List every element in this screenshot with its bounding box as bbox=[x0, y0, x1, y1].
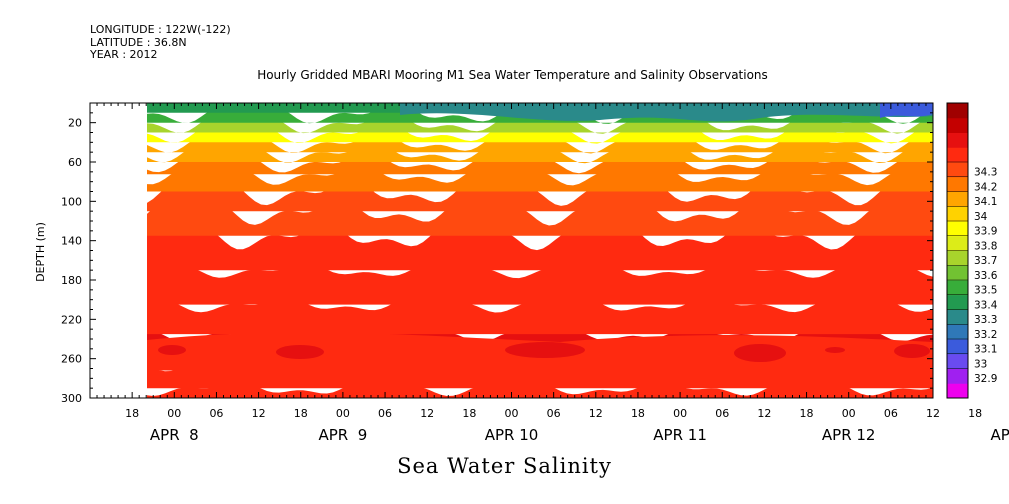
y-tick-label: 60 bbox=[68, 156, 82, 169]
salinity-band bbox=[147, 131, 933, 154]
colorbar-swatch bbox=[947, 280, 968, 296]
salinity-max-patch bbox=[276, 345, 324, 359]
x-hour-label: 18 bbox=[968, 407, 982, 420]
x-hour-label: 18 bbox=[294, 407, 308, 420]
colorbar-swatch bbox=[947, 250, 968, 266]
colorbar-label: 32.9 bbox=[974, 373, 997, 385]
colorbar-swatch bbox=[947, 339, 968, 355]
colorbar-label: 33.6 bbox=[974, 270, 998, 282]
x-hour-label: 00 bbox=[505, 407, 519, 420]
colorbar-swatch bbox=[947, 221, 968, 237]
colorbar-swatch bbox=[947, 383, 968, 399]
x-hour-label: 12 bbox=[926, 407, 940, 420]
salinity-band bbox=[147, 262, 933, 305]
salinity-band bbox=[147, 121, 933, 144]
x-hour-label: 06 bbox=[547, 407, 561, 420]
x-hour-label: 06 bbox=[378, 407, 392, 420]
chart-title: Hourly Gridded MBARI Mooring M1 Sea Wate… bbox=[257, 68, 768, 82]
colorbar-swatch bbox=[947, 368, 968, 384]
x-axis: 18 00 06 12 18 00 06 12 18 00 06 12 18 00 06 12 18 00 06 12… bbox=[89, 103, 1009, 444]
x-day-label: APR 10 bbox=[485, 426, 539, 444]
colorbar-swatch bbox=[947, 103, 968, 119]
y-tick-label: 100 bbox=[61, 195, 82, 208]
y-axis: 20 60 100 140 180 220 260 300 bbox=[61, 102, 933, 405]
freshest-surface-patch bbox=[880, 103, 933, 118]
colorbar-swatch bbox=[947, 309, 968, 325]
colorbar-swatch bbox=[947, 235, 968, 251]
colorbar-label: 33 bbox=[974, 358, 987, 370]
chart-subtitle: Sea Water Salinity bbox=[397, 454, 612, 478]
colorbar-swatch bbox=[947, 206, 968, 222]
x-hour-label: 12 bbox=[757, 407, 771, 420]
x-hour-label: 00 bbox=[167, 407, 181, 420]
x-hour-label: 18 bbox=[631, 407, 645, 420]
y-tick-label: 20 bbox=[68, 117, 82, 130]
colorbar: 32.9 33 33.1 33.2 33.3 33.4 33.5 33.6 33.7 33.8 33… bbox=[946, 102, 998, 399]
x-hour-label: 06 bbox=[209, 407, 223, 420]
colorbar-swatch bbox=[947, 132, 968, 148]
salinity-max-patch bbox=[734, 344, 786, 362]
x-hour-label: 12 bbox=[252, 407, 266, 420]
y-tick-label: 140 bbox=[61, 235, 82, 248]
y-axis-label: DEPTH (m) bbox=[34, 222, 47, 282]
longitude-label: LONGITUDE : 122W(-122) bbox=[90, 23, 231, 36]
salinity-max-patch bbox=[894, 344, 930, 358]
colorbar-swatch bbox=[947, 324, 968, 340]
salinity-band bbox=[147, 141, 933, 164]
colorbar-label: 33.3 bbox=[974, 314, 997, 326]
year-label: YEAR : 2012 bbox=[90, 48, 158, 61]
colorbar-swatch bbox=[947, 294, 968, 310]
colorbar-label: 33.5 bbox=[974, 285, 997, 297]
colorbar-label: 34 bbox=[974, 211, 988, 223]
x-hour-label: 18 bbox=[125, 407, 139, 420]
colorbar-label: 33.2 bbox=[974, 329, 997, 341]
x-hour-label: 06 bbox=[715, 407, 729, 420]
salinity-features bbox=[147, 103, 933, 380]
colorbar-swatch bbox=[947, 265, 968, 281]
x-hour-label: 00 bbox=[842, 407, 856, 420]
x-hour-label: 12 bbox=[589, 407, 603, 420]
x-hour-label: 06 bbox=[884, 407, 898, 420]
x-day-label: APR 9 bbox=[318, 426, 367, 444]
x-hour-label: 00 bbox=[673, 407, 687, 420]
y-tick-label: 220 bbox=[61, 313, 82, 326]
colorbar-swatch bbox=[947, 147, 968, 163]
colorbar-swatch bbox=[947, 176, 968, 192]
salinity-band bbox=[147, 296, 933, 335]
colorbar-label: 34.1 bbox=[974, 196, 997, 208]
colorbar-label: 33.4 bbox=[974, 299, 998, 311]
x-hour-label: 18 bbox=[462, 407, 476, 420]
x-day-label: APR 13 bbox=[991, 426, 1009, 444]
x-hour-label: 18 bbox=[800, 407, 814, 420]
colorbar-swatch bbox=[947, 162, 968, 178]
latitude-label: LATITUDE : 36.8N bbox=[90, 35, 187, 49]
salinity-band bbox=[147, 380, 933, 398]
colorbar-label: 34.3 bbox=[974, 167, 997, 179]
colorbar-swatch bbox=[947, 353, 968, 369]
salinity-max-patch bbox=[825, 347, 845, 353]
salinity-band bbox=[147, 111, 933, 134]
colorbar-swatch bbox=[947, 117, 968, 133]
x-hour-label: 12 bbox=[420, 407, 434, 420]
salinity-max-patch bbox=[505, 342, 585, 358]
colorbar-label: 33.7 bbox=[974, 255, 997, 267]
x-day-label: APR 11 bbox=[653, 426, 707, 444]
salinity-max-patch bbox=[158, 345, 186, 355]
colorbar-label: 33.9 bbox=[974, 226, 997, 238]
colorbar-swatch bbox=[947, 191, 968, 207]
x-hour-label: 00 bbox=[336, 407, 350, 420]
colorbar-label: 33.8 bbox=[974, 240, 997, 252]
y-tick-label: 260 bbox=[61, 353, 82, 366]
y-tick-label: 300 bbox=[61, 392, 82, 405]
x-day-label: APR 8 bbox=[150, 426, 199, 444]
salinity-band bbox=[147, 151, 933, 175]
colorbar-label: 34.2 bbox=[974, 181, 997, 193]
colorbar-label: 33.1 bbox=[974, 344, 997, 356]
metadata-block: LONGITUDE : 122W(-122) LATITUDE : 36.8N … bbox=[90, 23, 231, 62]
x-day-label: APR 12 bbox=[822, 426, 876, 444]
low-salinity-surface bbox=[400, 103, 933, 122]
y-tick-label: 180 bbox=[61, 274, 82, 287]
